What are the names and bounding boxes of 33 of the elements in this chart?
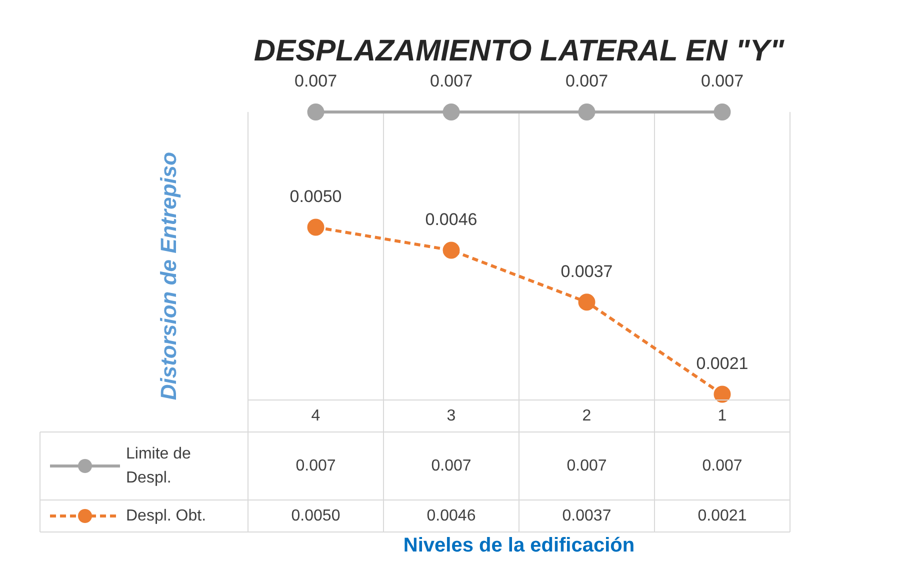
legend-label: Limite de Despl. <box>126 445 192 486</box>
text: 0.0046 <box>425 210 478 229</box>
x-tick-label: 4 <box>311 407 320 424</box>
data-label: 0.007 <box>700 72 744 91</box>
point <box>307 104 324 120</box>
text: Niveles de la edificación <box>403 534 635 557</box>
point <box>714 104 731 120</box>
legend-label: Despl. Obt. <box>126 507 206 524</box>
text: 0.0021 <box>696 354 748 373</box>
chart-title: DESPLAZAMIENTO LATERAL EN "Y" <box>254 34 785 68</box>
point <box>714 386 731 403</box>
text: 0.007 <box>431 457 472 474</box>
data-label: 0.007 <box>430 72 473 91</box>
point <box>307 218 324 236</box>
x-tick-label: 1 <box>718 407 727 424</box>
text: 0.0050 <box>290 186 342 206</box>
point <box>578 104 596 120</box>
text: 0.007 <box>702 457 742 474</box>
text: 0.007 <box>566 457 607 474</box>
data-label: 0.0050 <box>291 507 340 524</box>
point <box>578 294 596 311</box>
data-label: 0.0046 <box>426 507 476 524</box>
text: 0.007 <box>296 457 336 474</box>
point <box>442 104 460 120</box>
text: 0.0037 <box>560 262 613 281</box>
point <box>442 242 460 259</box>
x-tick-label: 3 <box>446 407 456 424</box>
y-axis-title: Distorsion de Entrepiso <box>156 152 182 400</box>
x-tick-label: 2 <box>582 407 592 424</box>
data-label: 0.0021 <box>698 507 747 524</box>
data-label: 0.007 <box>565 72 608 91</box>
data-label: 0.0037 <box>562 507 612 524</box>
data-label: 0.007 <box>294 72 338 91</box>
